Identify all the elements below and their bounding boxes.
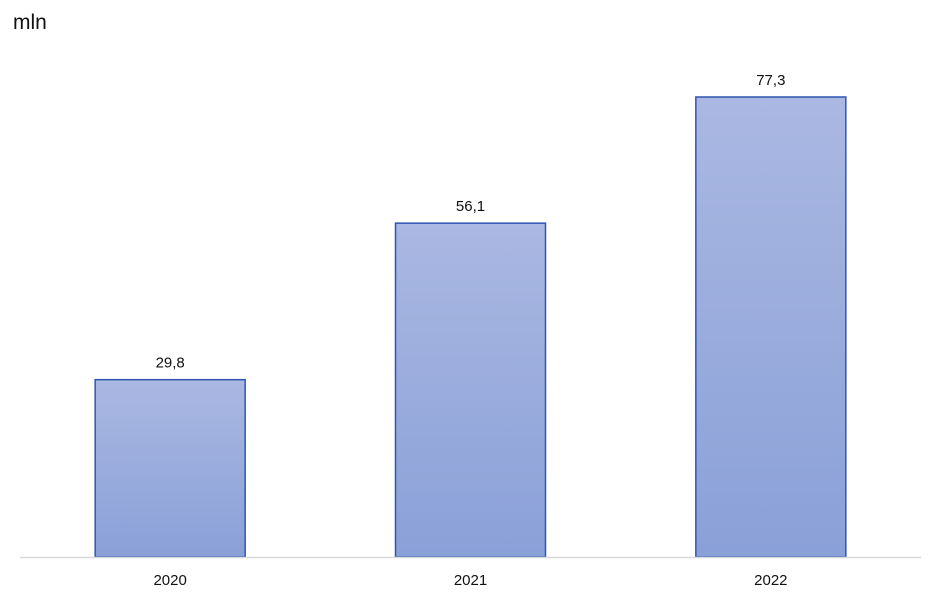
unit-label: mln (13, 11, 47, 35)
bar-2021 (396, 223, 546, 557)
x-tick-label-2021: 2021 (454, 572, 487, 589)
bars-layer (95, 97, 846, 557)
bar-2022 (696, 97, 846, 557)
data-label-2020: 29,8 (156, 355, 185, 372)
x-tick-label-2022: 2022 (754, 572, 787, 589)
x-tick-label-2020: 2020 (153, 572, 186, 589)
bar-2020 (95, 380, 245, 557)
data-label-2022: 77,3 (756, 72, 785, 89)
data-label-2021: 56,1 (456, 198, 485, 215)
